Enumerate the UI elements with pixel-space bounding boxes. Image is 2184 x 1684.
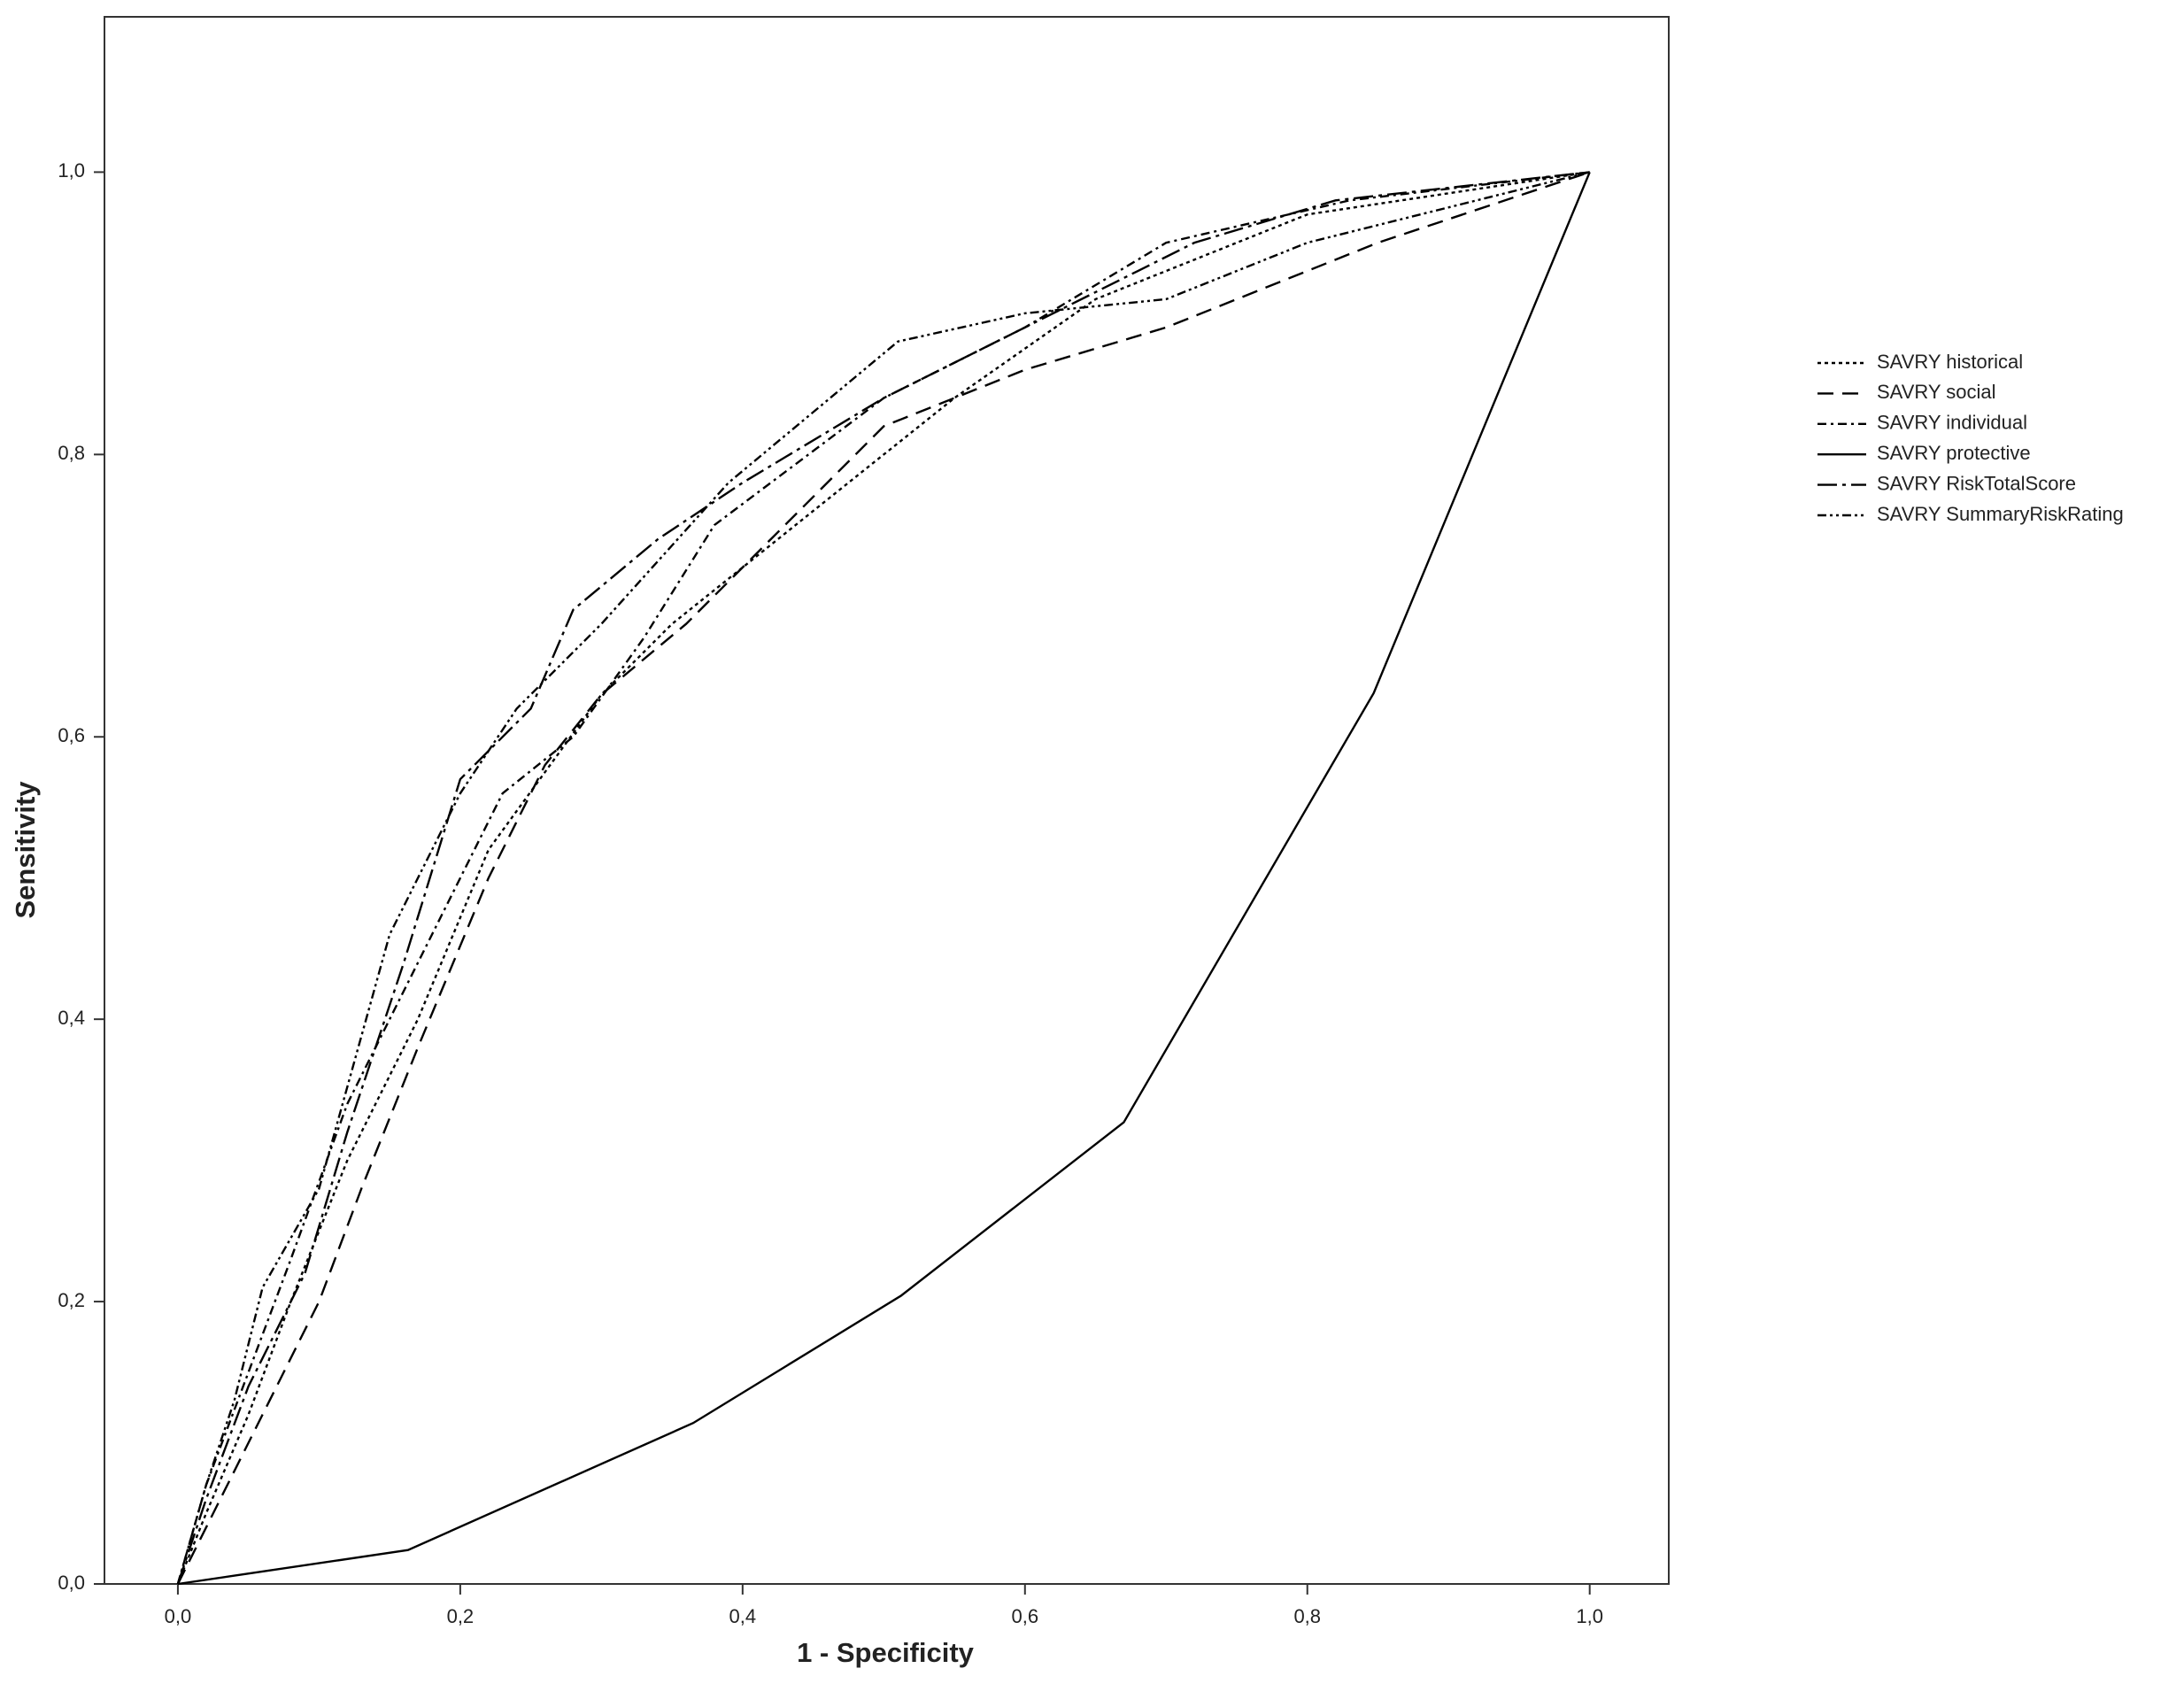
plot-frame: [104, 16, 1670, 1585]
x-tick-label: 1,0: [1576, 1605, 1603, 1627]
legend-label: SAVRY SummaryRiskRating: [1877, 503, 2124, 525]
y-tick-label: 1,0: [58, 159, 85, 182]
y-tick-label: 0,6: [58, 724, 85, 746]
series-line: [176, 171, 1590, 1585]
x-tick-label: 0,0: [165, 1605, 192, 1627]
y-axis-title: Sensitivity: [10, 781, 41, 919]
y-tick-label: 0,4: [58, 1007, 85, 1029]
y-tick-label: 0,8: [58, 442, 85, 464]
x-tick-label: 0,4: [729, 1605, 757, 1627]
legend-label: SAVRY RiskTotalScore: [1877, 472, 2076, 494]
x-tick-label: 0,2: [447, 1605, 475, 1627]
series-line: [176, 171, 1591, 1585]
legend-label: SAVRY historical: [1877, 351, 2023, 373]
x-axis-title: 1 - Specificity: [797, 1637, 975, 1668]
series-line: [176, 171, 1590, 1585]
series-line: [176, 171, 1590, 1585]
y-tick-label: 0,2: [58, 1289, 85, 1311]
legend-label: SAVRY individual: [1877, 412, 2027, 434]
legend-label: SAVRY social: [1877, 381, 1996, 403]
x-tick-label: 0,6: [1011, 1605, 1038, 1627]
x-tick-label: 0,8: [1293, 1605, 1321, 1627]
series-line: [176, 171, 1590, 1585]
y-tick-label: 0,0: [58, 1572, 85, 1594]
legend-label: SAVRY protective: [1877, 442, 2031, 464]
series-line: [177, 171, 1591, 1586]
